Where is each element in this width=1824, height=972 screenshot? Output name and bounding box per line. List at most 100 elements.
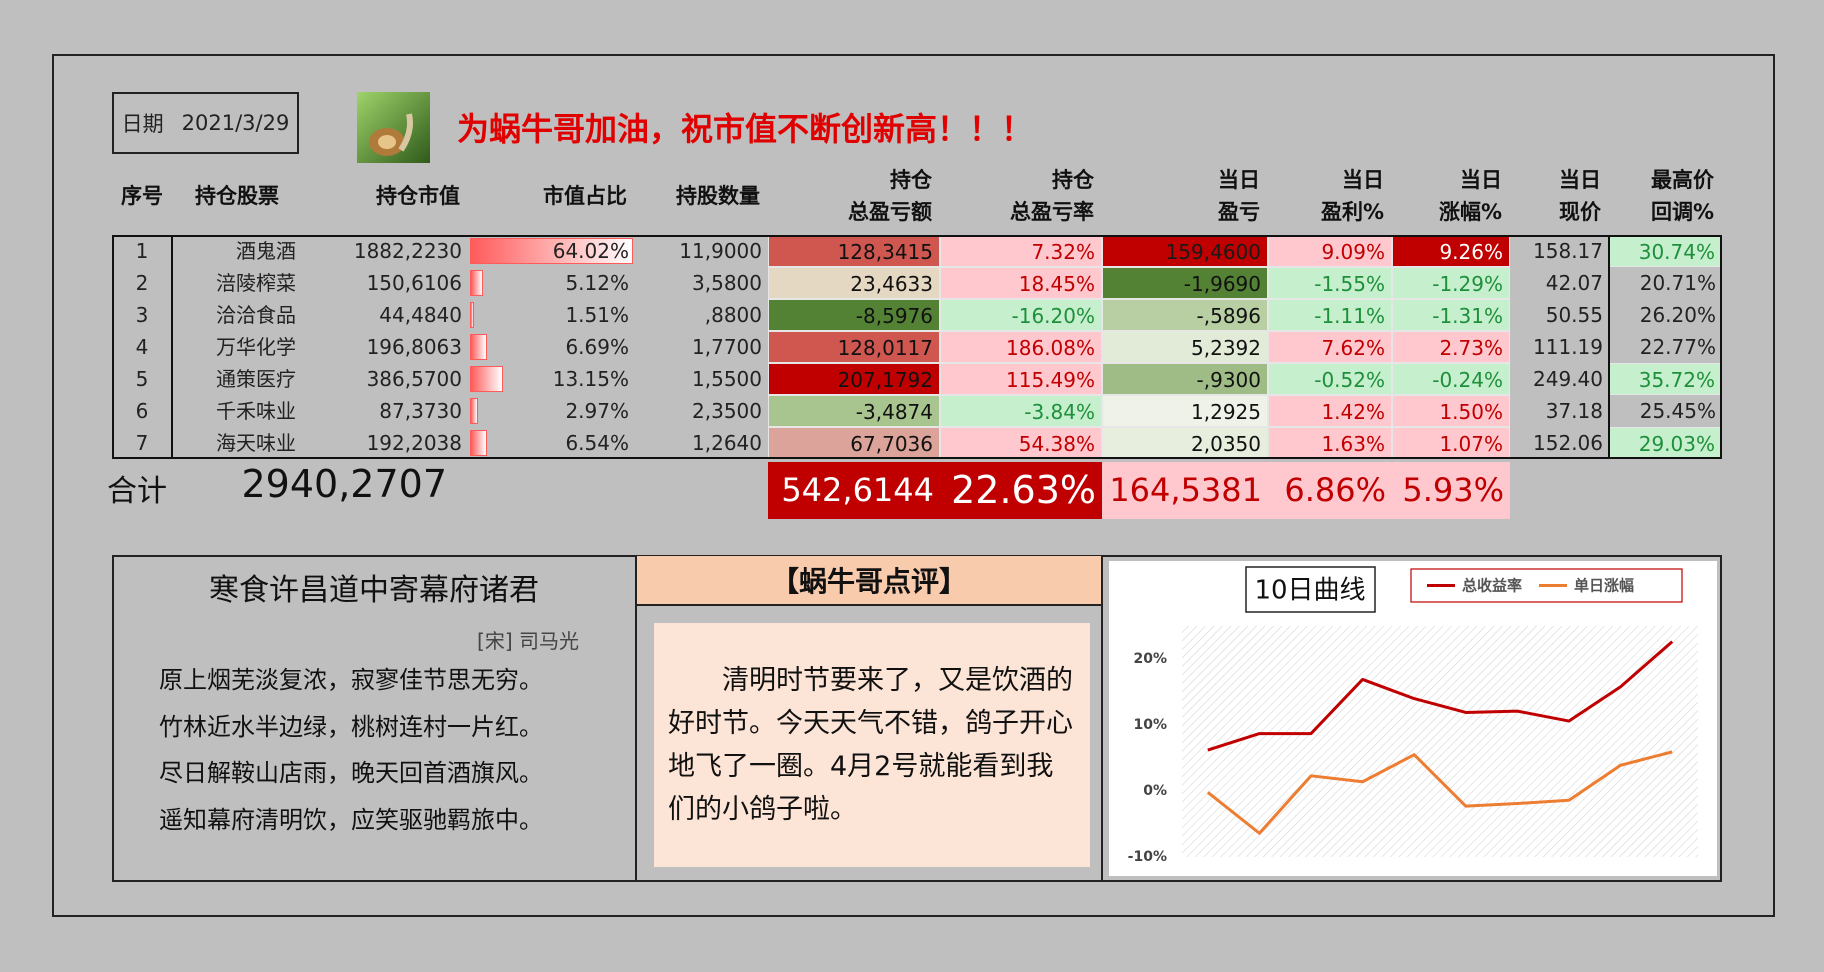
poem-title: 寒食许昌道中寄幕府诸君 <box>209 573 539 608</box>
column-header: 持仓 <box>1052 168 1094 192</box>
column-header: 涨幅% <box>1438 200 1502 224</box>
line-series <box>1206 750 1673 835</box>
table-cell: 1,5500 <box>692 367 762 391</box>
table-divider <box>171 235 173 459</box>
data-bar <box>470 398 478 424</box>
table-cell: 207,1792 <box>768 363 940 395</box>
legend-label: 总收益率 <box>1462 577 1522 595</box>
table-cell: 2 <box>135 271 149 295</box>
table-cell: 7 <box>135 431 149 455</box>
data-bar <box>470 270 484 296</box>
date-label: 日期 <box>121 112 164 136</box>
total-cell: 22.63% <box>940 462 1102 519</box>
table-cell: 4 <box>135 335 149 359</box>
data-bar <box>470 334 488 360</box>
poem-line: 遥知幕府清明饮，应笑驱驰羁旅中。 <box>159 805 543 834</box>
table-cell: 1,2925 <box>1102 395 1268 427</box>
table-cell: 37.18 <box>1545 399 1603 423</box>
table-cell: -0.24% <box>1392 363 1510 395</box>
plot-area <box>1182 626 1698 857</box>
column-header: 当日 <box>1460 168 1502 192</box>
table-cell: 22.77% <box>1639 335 1716 359</box>
avatar-image <box>357 92 430 163</box>
column-header: 现价 <box>1559 200 1601 224</box>
table-cell: 7.32% <box>940 235 1102 267</box>
total-label: 合计 <box>107 474 167 509</box>
total-cell: 5.93% <box>1392 462 1510 519</box>
table-cell: 115.49% <box>940 363 1102 395</box>
divider <box>635 556 637 881</box>
table-cell: -16.20% <box>940 299 1102 331</box>
column-header: 回调% <box>1650 200 1714 224</box>
table-cell: ,8800 <box>704 303 762 327</box>
column-header: 持股数量 <box>676 184 760 208</box>
snail-body <box>398 113 413 152</box>
table-cell: -1.11% <box>1268 299 1392 331</box>
table-cell: 6.54% <box>565 431 629 455</box>
table-cell: 150,6106 <box>366 271 462 295</box>
table-cell: 30.74% <box>1609 235 1722 267</box>
table-cell: -1.55% <box>1268 267 1392 299</box>
table-cell: 5 <box>135 367 149 391</box>
table-cell: -,9300 <box>1102 363 1268 395</box>
column-header: 当日 <box>1342 168 1384 192</box>
table-cell: 洽洽食品 <box>216 303 296 327</box>
data-bar <box>470 302 474 328</box>
table-cell: 11,9000 <box>679 239 762 263</box>
table-cell: 7.62% <box>1268 331 1392 363</box>
column-header: 盈利% <box>1320 200 1384 224</box>
table-cell: 111.19 <box>1533 335 1603 359</box>
table-cell: 3 <box>135 303 149 327</box>
chart-title-box <box>1245 566 1376 613</box>
table-cell: 152.06 <box>1533 431 1603 455</box>
table-border <box>112 235 1722 459</box>
comment-text: 清明时节要来了，又是饮酒的好时节。今天天气不错，鸽子开心地飞了一圈。4月2号就能… <box>654 623 1090 867</box>
table-cell: 42.07 <box>1545 271 1603 295</box>
table-cell: 192,2038 <box>366 431 462 455</box>
column-header: 当日 <box>1559 168 1601 192</box>
y-tick-label: 20% <box>1133 651 1167 667</box>
table-cell: 67,7036 <box>768 427 940 459</box>
poem-line: 原上烟芜淡复浓，寂寥佳节思无穷。 <box>159 666 543 694</box>
table-cell: 1,7700 <box>692 335 762 359</box>
table-cell: 26.20% <box>1639 303 1716 327</box>
table-cell: 1882,2230 <box>353 239 462 263</box>
table-cell: 44,4840 <box>379 303 462 327</box>
table-cell: -3,4874 <box>768 395 940 427</box>
table-cell: 2,0350 <box>1102 427 1268 459</box>
table-cell: 159,4600 <box>1102 235 1268 267</box>
total-value: 2940,2707 <box>241 462 448 506</box>
y-tick-label: -10% <box>1128 849 1167 865</box>
table-cell: 海天味业 <box>216 431 296 455</box>
table-cell: 千禾味业 <box>216 399 296 423</box>
table-cell: 2.97% <box>565 399 629 423</box>
table-cell: -0.52% <box>1268 363 1392 395</box>
table-cell: 5,2392 <box>1102 331 1268 363</box>
poem-line: 竹林近水半边绿，桃树连村一片红。 <box>159 712 543 741</box>
table-cell: -3.84% <box>940 395 1102 427</box>
table-cell: 13.15% <box>552 367 629 391</box>
column-header: 市值占比 <box>543 184 627 208</box>
total-cell: 164,5381 <box>1102 462 1268 519</box>
table-cell: 6 <box>135 399 149 423</box>
table-cell: 186.08% <box>940 331 1102 363</box>
table-cell: 2,3500 <box>692 399 762 423</box>
table-cell: 涪陵榨菜 <box>216 271 296 295</box>
y-tick-label: 10% <box>1133 717 1167 733</box>
column-header: 持仓市值 <box>376 184 460 208</box>
column-header: 当日 <box>1218 168 1260 192</box>
table-cell: 5.12% <box>565 271 629 295</box>
table-cell: 1 <box>135 239 149 263</box>
column-header: 总盈亏率 <box>1010 200 1094 224</box>
table-cell: 128,0117 <box>768 331 940 363</box>
date-value: 2021/3/29 <box>181 111 290 135</box>
table-cell: 35.72% <box>1609 363 1722 395</box>
table-cell: 20.71% <box>1639 271 1716 295</box>
table-cell: 158.17 <box>1533 239 1603 263</box>
poem-author: [宋] 司马光 <box>477 629 579 653</box>
chart-title: 10日曲线 <box>1254 576 1365 606</box>
date-box: 日期 2021/3/29 <box>112 92 299 154</box>
column-header: 总盈亏额 <box>848 200 932 224</box>
table-cell: 50.55 <box>1545 303 1603 327</box>
